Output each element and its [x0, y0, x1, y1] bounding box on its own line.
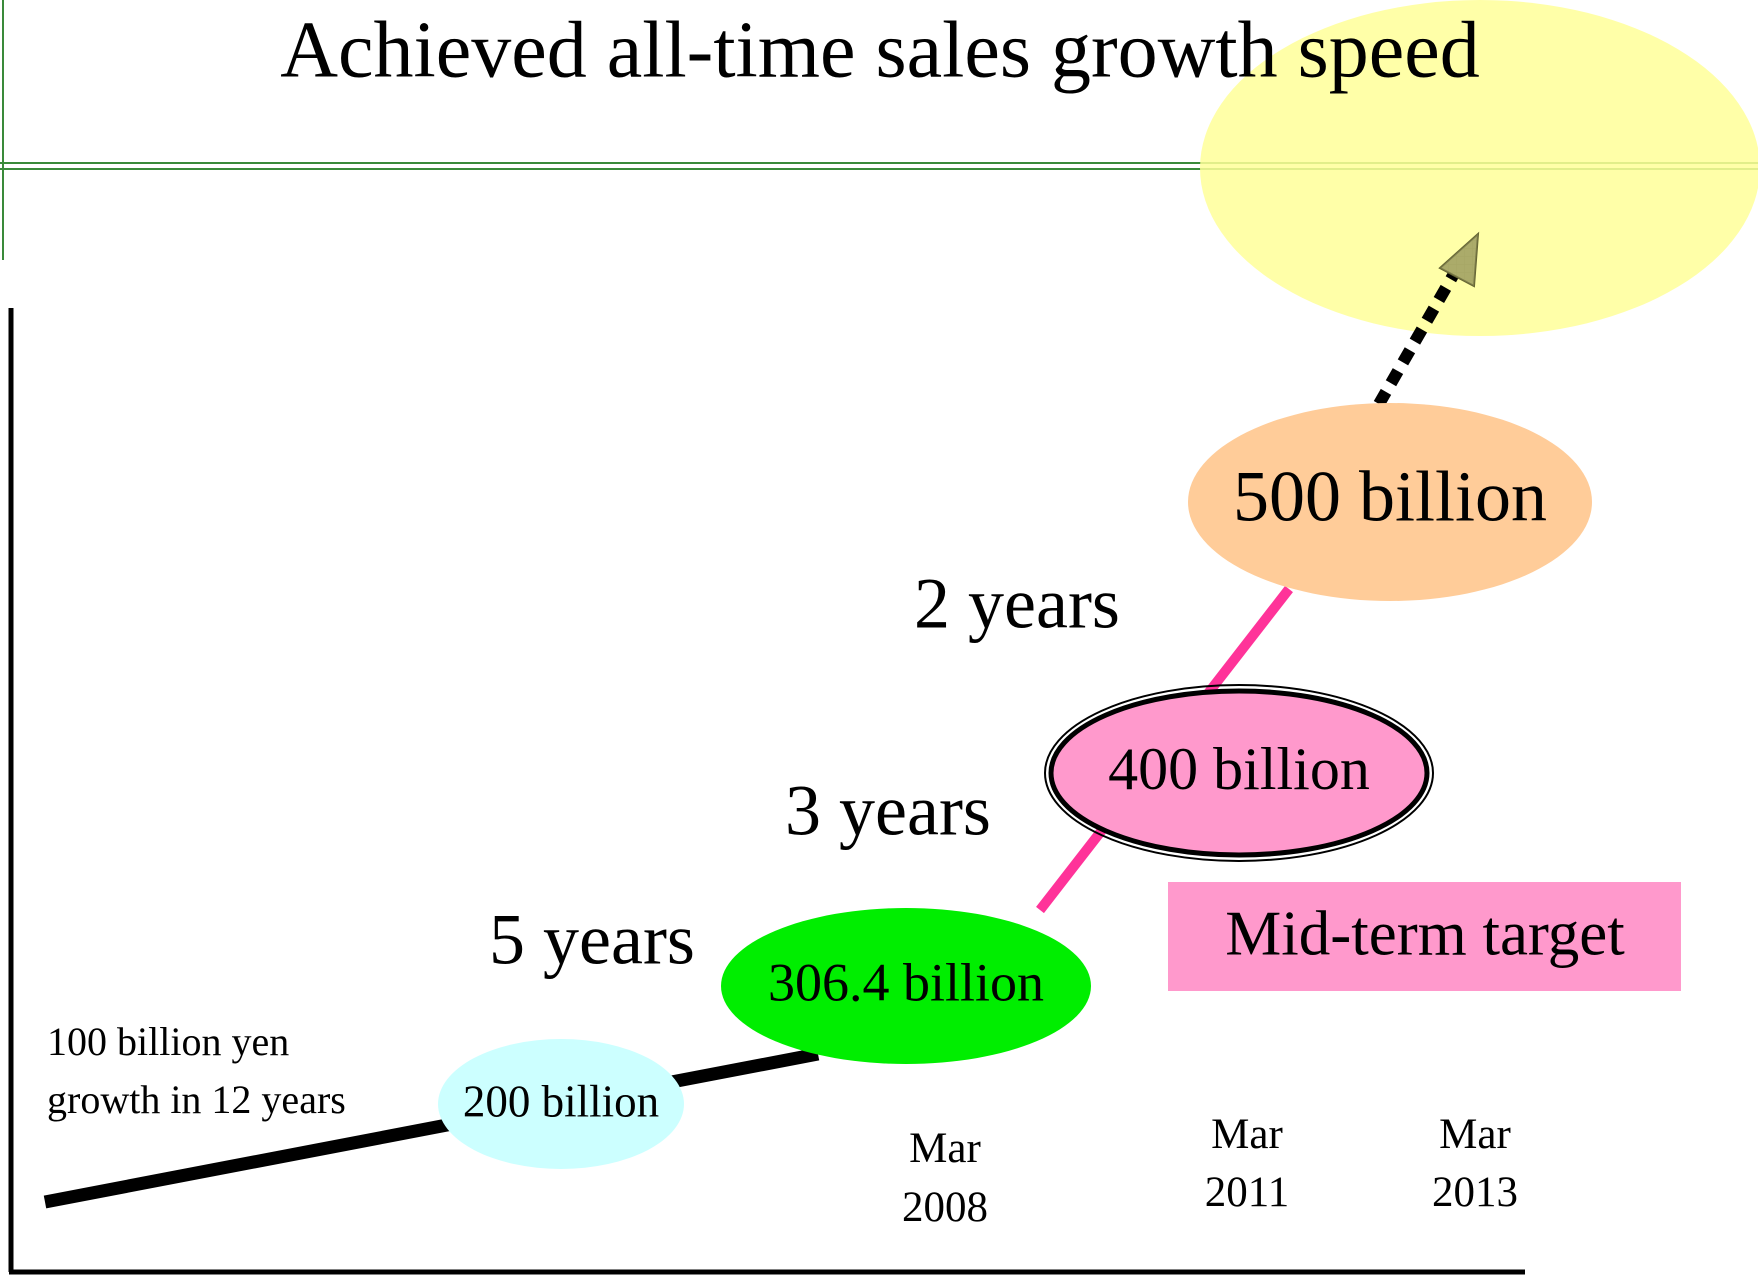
milestone-label: 200 billion — [463, 1076, 659, 1126]
growth-line — [43, 1047, 820, 1209]
milestone-bubble — [1188, 403, 1592, 601]
milestone-outline — [1044, 684, 1434, 862]
date-label: 2011 — [1205, 1169, 1289, 1216]
arrow-head — [1440, 234, 1478, 286]
badge-label: Mid-term target — [1225, 898, 1625, 968]
milestone-bubble — [1048, 688, 1430, 858]
milestone-label: 306.4 billion — [768, 952, 1044, 1012]
target-ellipse — [1200, 0, 1758, 336]
date-label: 2013 — [1432, 1169, 1518, 1216]
note-line: growth in 12 years — [47, 1077, 346, 1122]
date-label: Mar — [1211, 1111, 1283, 1158]
milestone-label: 400 billion — [1108, 736, 1370, 802]
milestone-bubble — [438, 1039, 684, 1169]
duration-label: 3 years — [785, 771, 991, 851]
date-label: Mar — [1439, 1111, 1511, 1158]
duration-label: 5 years — [489, 900, 695, 980]
projection-arrow — [1373, 269, 1461, 407]
milestone-label: 500 billion — [1233, 457, 1547, 537]
date-label: 2008 — [902, 1184, 988, 1231]
date-label: Mar — [909, 1125, 981, 1172]
note-line: 100 billion yen — [47, 1019, 289, 1064]
duration-label: 2 years — [914, 564, 1120, 644]
title: Achieved all-time sales growth speed — [280, 6, 1480, 94]
badge — [1168, 882, 1681, 991]
milestone-bubble — [721, 908, 1091, 1064]
